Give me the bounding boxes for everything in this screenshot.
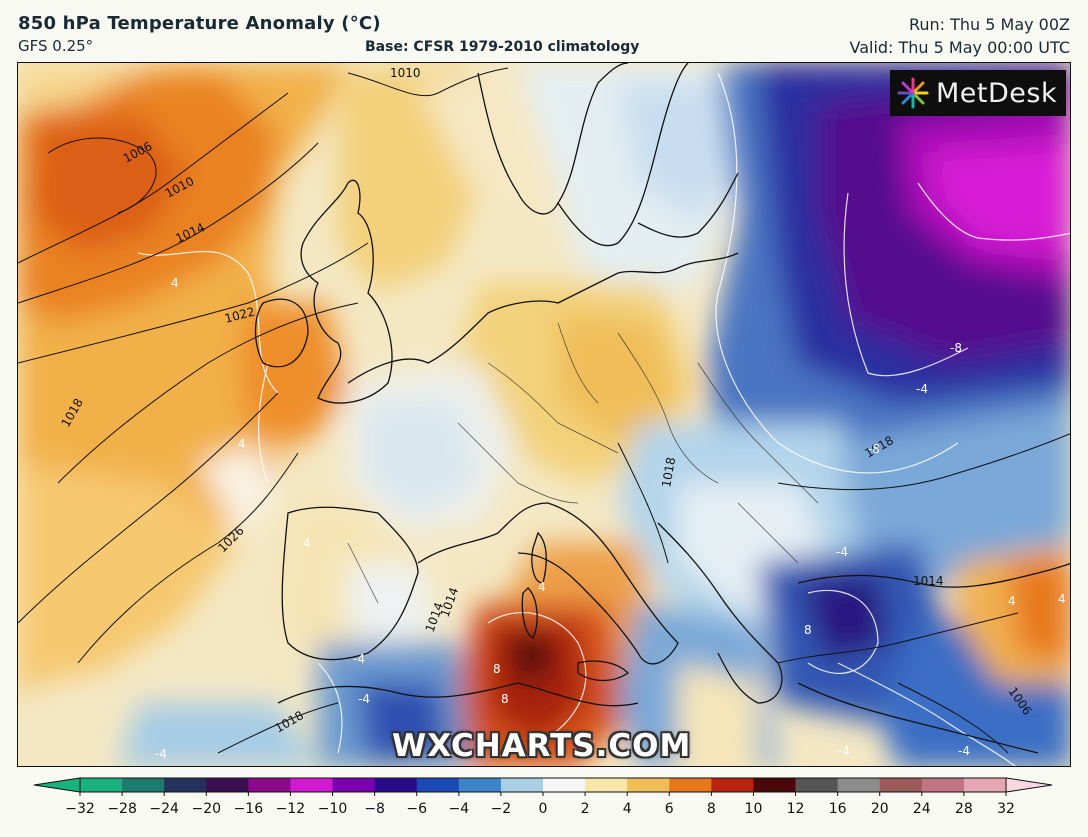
anomaly-map: 1010 1006 1010 1014 1022 1018 1026 1018 …	[17, 62, 1071, 767]
colorbar-segment	[963, 778, 1007, 792]
anomaly-label: 4	[238, 437, 246, 451]
map-canvas: 1010 1006 1010 1014 1022 1018 1026 1018 …	[18, 63, 1070, 766]
colorbar-segment	[711, 778, 754, 792]
colorbar-segment	[164, 778, 207, 792]
anomaly-label: 8	[501, 692, 509, 706]
colorbar-segment	[543, 778, 586, 792]
valid-time-label: Valid: Thu 5 May 00:00 UTC	[849, 38, 1070, 57]
colorbar-min-arrow	[33, 777, 81, 793]
colorbar-segment	[80, 778, 123, 792]
anomaly-labels: 4 4 4 4 4 8 8 8 -4 -4 -4 -8 -4 -8 4 -4 -…	[155, 276, 1066, 761]
anomaly-label: -4	[353, 652, 365, 666]
colorbar-tick-label: −12	[276, 801, 306, 817]
colorbar-tick-label: 4	[623, 801, 632, 817]
anomaly-label: -4	[155, 747, 167, 761]
colorbar-segment	[921, 778, 965, 792]
anomaly-label: 4	[303, 536, 311, 550]
run-time-label: Run: Thu 5 May 00Z	[908, 15, 1070, 34]
metdesk-starburst-icon	[897, 77, 929, 109]
anomaly-label: 4	[171, 276, 179, 290]
colorbar-segment	[585, 778, 628, 792]
anomaly-label: -4	[838, 744, 850, 758]
anomaly-label: -4	[358, 692, 370, 706]
colorbar-tick-label: −8	[364, 801, 385, 817]
colorbar-segment	[206, 778, 249, 792]
colorbar-segment	[627, 778, 670, 792]
colorbar: −32 −28 −24 −20 −16 −12 −10 −8 −6 −4 −2 0 2 4 6 8 10 12 16…	[0, 770, 1088, 833]
colorbar-segment	[458, 778, 502, 792]
colorbar-tick-label: 24	[913, 801, 931, 817]
colorbar-svg: −32 −28 −24 −20 −16 −12 −10 −8 −6 −4 −2 0 2 4 6 8 10 12 16…	[33, 777, 1053, 817]
anomaly-label: 4	[1058, 592, 1066, 606]
colorbar-segment	[416, 778, 460, 792]
colorbar-segment	[837, 778, 881, 792]
colorbar-tick-label: 2	[581, 801, 590, 817]
colorbar-tick-label: −24	[149, 801, 179, 817]
isobar-label: 1014	[913, 574, 944, 588]
colorbar-tick-label: 16	[829, 801, 847, 817]
colorbar-tick-label: −28	[107, 801, 137, 817]
colorbar-tick-label: −10	[318, 801, 348, 817]
colorbar-segment	[669, 778, 712, 792]
climatology-base-label: Base: CFSR 1979-2010 climatology	[365, 39, 640, 55]
country-borders	[347, 322, 819, 604]
colorbar-tick-label: −16	[234, 801, 264, 817]
anomaly-label: -4	[916, 382, 928, 396]
colorbar-tick-label: 32	[997, 801, 1015, 817]
colorbar-segment	[332, 778, 376, 792]
colorbar-segment	[879, 778, 923, 792]
colorbar-tick-label: −32	[65, 801, 95, 817]
chart-title: 850 hPa Temperature Anomaly (°C)	[18, 13, 381, 34]
isobar-label: 1010	[390, 66, 421, 80]
colorbar-tick-label: 0	[539, 801, 548, 817]
colorbar-tick-label: −20	[191, 801, 221, 817]
colorbar-tick-label: 28	[955, 801, 973, 817]
colorbar-tick-label: 6	[665, 801, 674, 817]
isobars	[18, 67, 1070, 754]
colorbar-segment	[290, 778, 334, 792]
colorbar-segment	[374, 778, 418, 792]
colorbar-segment	[500, 778, 544, 792]
colorbar-tick-label: 12	[787, 801, 805, 817]
anomaly-label: -8	[868, 442, 880, 456]
coastlines	[254, 63, 1070, 754]
anomaly-label: 8	[493, 662, 501, 676]
colorbar-tick-label: 8	[707, 801, 716, 817]
wxcharts-watermark: WXCHARTS.COM	[392, 728, 692, 764]
colorbar-tick-label: 20	[871, 801, 889, 817]
model-label: GFS 0.25°	[18, 37, 94, 55]
colorbar-segment	[248, 778, 291, 792]
metdesk-logo-text: MetDesk	[936, 77, 1058, 109]
colorbar-max-arrow	[1005, 777, 1053, 793]
isobar-label: 1018	[659, 456, 678, 489]
metdesk-logo: MetDesk	[890, 70, 1066, 116]
colorbar-segment	[753, 778, 797, 792]
colorbar-tick-label: −6	[406, 801, 427, 817]
anomaly-label: -4	[958, 744, 970, 758]
anomaly-label: -4	[836, 545, 848, 559]
colorbar-segment	[795, 778, 839, 792]
chart-header: 850 hPa Temperature Anomaly (°C) GFS 0.2…	[0, 0, 1088, 62]
anomaly-field	[18, 63, 1070, 766]
anomaly-label: 8	[804, 623, 812, 637]
anomaly-label: -8	[950, 341, 962, 355]
colorbar-tick-label: −4	[448, 801, 469, 817]
anomaly-label: 4	[538, 580, 546, 594]
colorbar-segment	[122, 778, 165, 792]
anomaly-label: 4	[1008, 594, 1016, 608]
colorbar-tick-label: −2	[491, 801, 512, 817]
colorbar-tick-label: 10	[745, 801, 763, 817]
